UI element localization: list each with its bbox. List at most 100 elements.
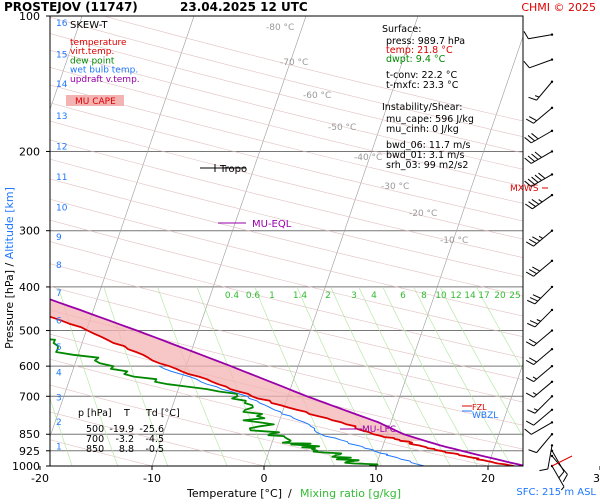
isotherm-label: -20 °C [409, 209, 437, 219]
wind-barb [525, 130, 554, 143]
wind-barb-halfflag [539, 236, 543, 238]
mixing-ratio-label: 6 [400, 291, 406, 301]
isotherm-label: -10 °C [440, 236, 468, 246]
wbzl-label: WBZL [472, 411, 498, 421]
wind-barb-dot [551, 230, 553, 232]
wind-barb-flag [529, 358, 536, 362]
wind-barb-flag [559, 472, 564, 479]
wind-barb-flag [527, 323, 535, 327]
mueql-label: MU-EQL [252, 219, 292, 230]
wind-barb-flag [563, 474, 567, 481]
pressure-tick-label: 100 [19, 10, 40, 23]
wind-barb [527, 395, 553, 413]
altitude-tick-label: 7 [56, 289, 62, 299]
mixing-ratio-label: 20 [494, 291, 506, 301]
wind-barb [529, 81, 554, 101]
wind-barb [525, 150, 554, 163]
table-cell: 850 [86, 444, 104, 455]
wind-barb-flag [526, 119, 533, 123]
wind-barb-flag [532, 154, 539, 159]
legend-item-updraft-v-temp: updraft v.temp. [70, 75, 140, 85]
wind-barb-flag [529, 239, 536, 243]
isotherm-label: -50 °C [328, 123, 356, 133]
wind-barb-flag [526, 377, 533, 381]
wind-barb-flag [529, 339, 536, 343]
wind-barb-dot [551, 421, 553, 423]
wind-barb-flag [532, 267, 539, 271]
wind-barb-flag [525, 429, 532, 434]
mixing-ratio-label: 8 [421, 291, 427, 301]
wind-barb [526, 381, 553, 398]
wind-barb-flag [528, 156, 535, 161]
altitude-tick-label: 5 [56, 343, 62, 353]
wind-barb-flag [532, 177, 539, 182]
altitude-tick-label: 12 [56, 143, 67, 153]
wind-barb-flag [532, 237, 539, 241]
pressure-tick-label: 700 [19, 390, 40, 403]
isotherm-label: -40 °C [354, 153, 382, 163]
pressure-tick-label: 200 [19, 145, 40, 158]
cape-legend-label: MU CAPE [75, 97, 116, 107]
wind-barb-dot [551, 150, 553, 152]
wind-barb [529, 433, 554, 453]
wind-barb-flag [526, 342, 533, 346]
isotherm-label: -70 °C [280, 58, 308, 68]
wind-barb-halfflag [537, 319, 541, 321]
wind-barb-flag [528, 135, 535, 140]
info-line: mu_cinh: 0 J/kg [386, 124, 459, 135]
surface-wind-line [552, 456, 572, 466]
wind-barb [524, 58, 553, 67]
info-line: dwpt: 9.4 °C [386, 54, 446, 65]
wind-barb [525, 194, 553, 209]
wind-barb-dot [551, 409, 553, 411]
altitude-tick-label: 6 [56, 316, 62, 326]
y-axis-altitude-title: Altitude [km] [3, 187, 16, 259]
mixing-ratio-label: 10 [435, 291, 447, 301]
wind-barb-dot [551, 381, 553, 383]
sfc-label: SFC: 215 m ASL [516, 487, 596, 498]
wind-barb-flag [524, 61, 530, 67]
wind-barb-dot [551, 395, 553, 397]
wind-barb-flag [527, 300, 535, 304]
wind-barb-flag [529, 117, 536, 121]
y-axis-pressure-title: Pressure [hPa] [3, 270, 16, 349]
wind-barb [526, 348, 553, 365]
wind-barb-dot [551, 58, 553, 60]
altitude-tick-label: 13 [56, 112, 67, 122]
wind-barb-dot [551, 107, 553, 109]
mxws-label: MXWS [510, 184, 539, 194]
wind-barb-flag [529, 450, 537, 453]
wind-barb [526, 365, 553, 382]
isotherm-label: -80 °C [266, 23, 294, 33]
wind-barb-halfflag [533, 377, 537, 379]
temperature-tick-label: -10 [143, 472, 161, 485]
pressure-tick-label: 925 [19, 445, 40, 458]
mixing-ratio-label: 2 [325, 291, 331, 301]
mixing-ratio-label: 1.4 [293, 291, 308, 301]
wind-barb-dot [551, 173, 553, 175]
altitude-tick-label: 8 [56, 261, 62, 271]
wind-barb-shaft [537, 434, 552, 452]
wind-barb [524, 31, 553, 38]
wind-barb-flag [535, 175, 542, 180]
altitude-tick-label: 4 [56, 369, 62, 379]
wind-barb-flag [525, 158, 532, 163]
info-line: Instability/Shear: [382, 102, 462, 113]
pressure-tick-label: 850 [19, 428, 40, 441]
wind-barb-flag [526, 360, 533, 364]
tropo-label: Tropo [219, 164, 247, 175]
table-cell: 8.8 [119, 444, 134, 455]
mixing-ratio-label: 0.6 [246, 291, 261, 301]
altitude-tick-label: 3 [56, 393, 62, 403]
altitude-tick-label: 11 [56, 173, 67, 183]
wind-barb-dot [551, 81, 553, 83]
temperature-tick-label: -20 [31, 472, 49, 485]
mixing-ratio-label: 25 [509, 291, 520, 301]
wind-barb-halfflag [533, 393, 537, 395]
wind-barb-flag [524, 31, 528, 38]
pressure-tick-label: 600 [19, 360, 40, 373]
wind-barb [527, 286, 553, 304]
credit-label: CHMI © 2025 [521, 1, 596, 14]
